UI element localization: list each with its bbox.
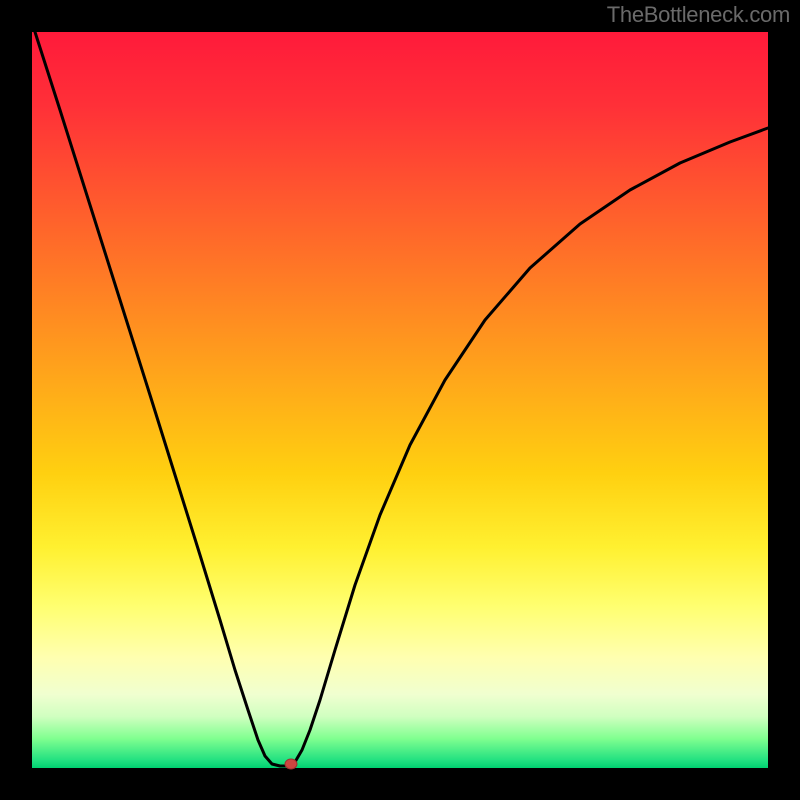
chart-container: TheBottleneck.com <box>0 0 800 800</box>
watermark-text: TheBottleneck.com <box>607 2 790 28</box>
chart-svg <box>0 0 800 800</box>
plot-background <box>32 32 768 768</box>
optimal-point-marker <box>285 759 297 769</box>
